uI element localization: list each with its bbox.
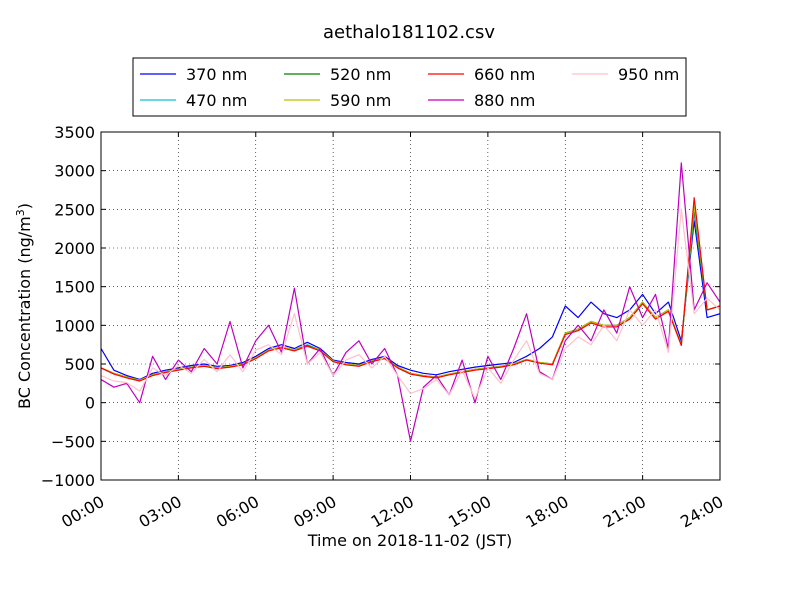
y-tick-label: 3500: [54, 123, 95, 142]
legend-label: 370 nm: [186, 65, 247, 84]
x-tick-label: 09:00: [290, 492, 339, 532]
y-tick-label: 1500: [54, 278, 95, 297]
x-tick-label: 21:00: [600, 492, 649, 532]
y-axis-label: BC Concentration (ng/m3): [14, 203, 34, 409]
chart-title: aethalo181102.csv: [323, 22, 495, 43]
y-axis-label-close: ): [15, 203, 34, 209]
y-axis-label-main: BC Concentration (ng/m: [15, 216, 34, 409]
plot-area: 00:00 03:00 06:00 09:00 12:00 15:00 18:00 21:00…: [41, 123, 727, 531]
series-line-950-nm: [101, 208, 720, 400]
y-tick-label: −1000: [41, 471, 95, 490]
series-line-590-nm: [101, 204, 720, 381]
ticks: [100, 131, 721, 481]
x-tick-label: 00:00: [58, 492, 107, 532]
series-line-370-nm: [101, 220, 720, 381]
x-tick-label: 15:00: [445, 492, 494, 532]
series-line-880-nm: [101, 162, 720, 442]
x-tick-label: 12:00: [368, 492, 417, 532]
series-line-660-nm: [101, 197, 720, 382]
y-tick-label: 500: [64, 355, 95, 374]
legend-label: 660 nm: [474, 65, 535, 84]
y-axis-label-superscript: 3: [14, 209, 27, 216]
legend-label: 520 nm: [330, 65, 391, 84]
y-tick-label: −500: [51, 432, 95, 451]
legend-frame: [132, 57, 687, 117]
x-tick-label: 18:00: [522, 492, 571, 532]
x-tick-label: 06:00: [213, 492, 262, 532]
x-tick-labels: 00:00 03:00 06:00 09:00 12:00 15:00 18:00 21:00…: [58, 492, 726, 532]
x-axis-label: Time on 2018-11-02 (JST): [307, 531, 512, 550]
y-tick-label: 2500: [54, 200, 95, 219]
legend-label: 950 nm: [618, 65, 679, 84]
legend-label: 470 nm: [186, 91, 247, 110]
y-tick-label: 0: [85, 394, 95, 413]
y-tick-label: 1000: [54, 316, 95, 335]
x-tick-label: 03:00: [135, 492, 184, 532]
x-tick-label: 24:00: [677, 492, 726, 532]
legend: 370 nm 470 nm 520 nm 590 nm 660 nm 880 nm 950 …: [132, 57, 687, 117]
y-tick-label: 2000: [54, 239, 95, 258]
grid: [101, 132, 720, 480]
legend-label: 590 nm: [330, 91, 391, 110]
y-tick-labels: 3500 3000 2500 2000 1500 1000 500 0 −500 −1000: [41, 123, 95, 490]
series-group: [101, 162, 720, 442]
y-tick-label: 3000: [54, 162, 95, 181]
legend-label: 880 nm: [474, 91, 535, 110]
